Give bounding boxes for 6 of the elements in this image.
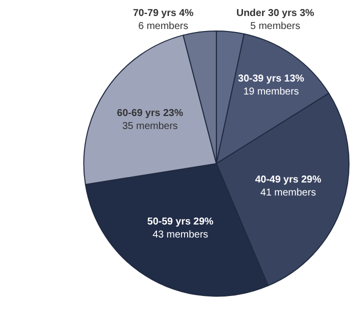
slice-label: 70-79 yrs 4% 6 members — [132, 8, 194, 32]
slice-label: 60-69 yrs 23% 35 members — [116, 108, 184, 132]
slice-label: 30-39 yrs 13% 19 members — [238, 73, 304, 98]
slice-label: Under 30 yrs 3% 5 members — [236, 8, 314, 32]
slice-label: 40-49 yrs 29% 41 members — [255, 174, 322, 198]
slice-label: 50-59 yrs 29% 43 members — [147, 216, 214, 240]
